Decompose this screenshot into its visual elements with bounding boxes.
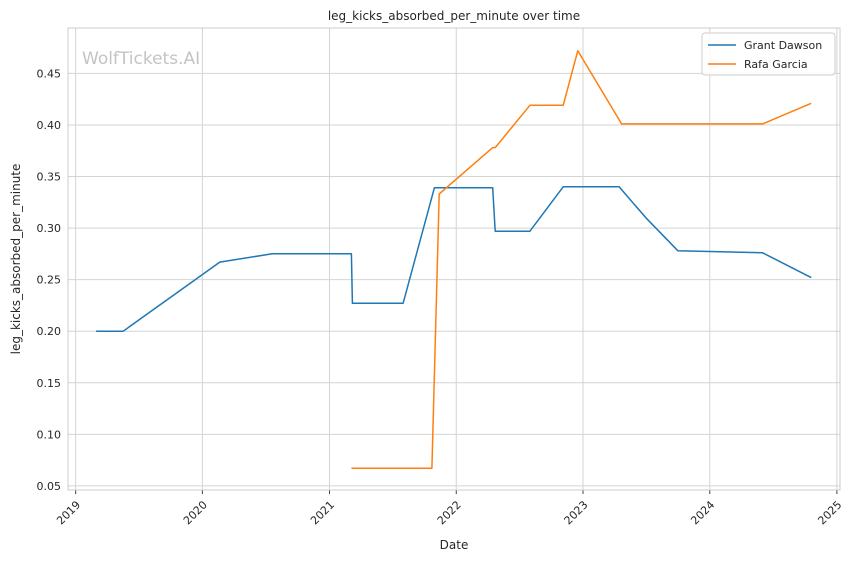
series-layer	[96, 49, 812, 470]
x-tick-labels: 2019 2020 2021 2022 2023 2024 2025	[54, 498, 844, 527]
y-tick-label: 0.15	[37, 377, 62, 390]
legend: Grant Dawson Rafa Garcia	[701, 32, 836, 76]
y-tick-labels: 0.05 0.10 0.15 0.20 0.25 0.30 0.35 0.40 0.45	[37, 67, 62, 493]
y-tick-label: 0.40	[37, 119, 62, 132]
x-tick-label: 2022	[435, 498, 464, 527]
y-tick-label: 0.20	[37, 325, 62, 338]
watermark: WolfTickets.AI	[82, 49, 200, 69]
y-tick-label: 0.10	[37, 428, 62, 441]
y-tick-label: 0.30	[37, 222, 62, 235]
y-axis-label: leg_kicks_absorbed_per_minute	[9, 164, 23, 355]
legend-label-rafa-garcia: Rafa Garcia	[744, 58, 808, 71]
series-line-grant-dawson	[96, 186, 812, 332]
plot-area	[67, 27, 841, 491]
y-gridlines	[68, 72, 840, 487]
x-tick-label: 2021	[308, 498, 337, 527]
x-axis-label: Date	[440, 538, 469, 552]
y-tick-label: 0.25	[37, 274, 62, 287]
legend-label-grant-dawson: Grant Dawson	[744, 39, 822, 52]
x-tick-label: 2024	[688, 498, 717, 527]
chart-title: leg_kicks_absorbed_per_minute over time	[328, 9, 580, 23]
series-line-rafa-garcia	[351, 49, 812, 470]
y-tick-label: 0.05	[37, 480, 62, 493]
x-tick-label: 2023	[562, 498, 591, 527]
x-tick-label: 2020	[181, 498, 210, 527]
x-tick-label: 2019	[54, 498, 83, 527]
y-tick-label: 0.45	[37, 67, 62, 80]
x-tick-label: 2025	[815, 498, 844, 527]
x-gridlines	[75, 28, 838, 494]
y-tick-label: 0.35	[37, 171, 62, 184]
